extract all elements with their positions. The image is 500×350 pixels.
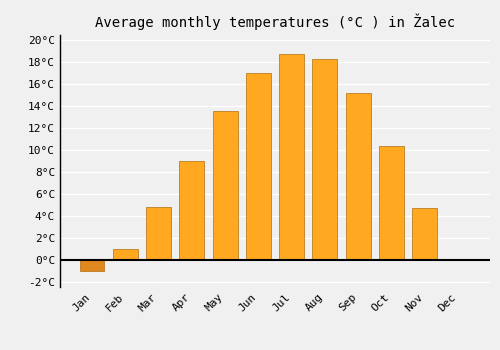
Bar [80, 260, 104, 271]
Bar [180, 161, 204, 260]
Bar [246, 74, 271, 260]
Bar [412, 208, 437, 260]
Bar [212, 111, 238, 260]
Bar [113, 248, 138, 260]
Bar [146, 207, 171, 260]
Title: Average monthly temperatures (°C ) in Žalec: Average monthly temperatures (°C ) in Ža… [95, 13, 455, 30]
Bar [379, 146, 404, 260]
Bar [346, 93, 370, 260]
Bar [279, 54, 304, 260]
Bar [312, 59, 338, 260]
